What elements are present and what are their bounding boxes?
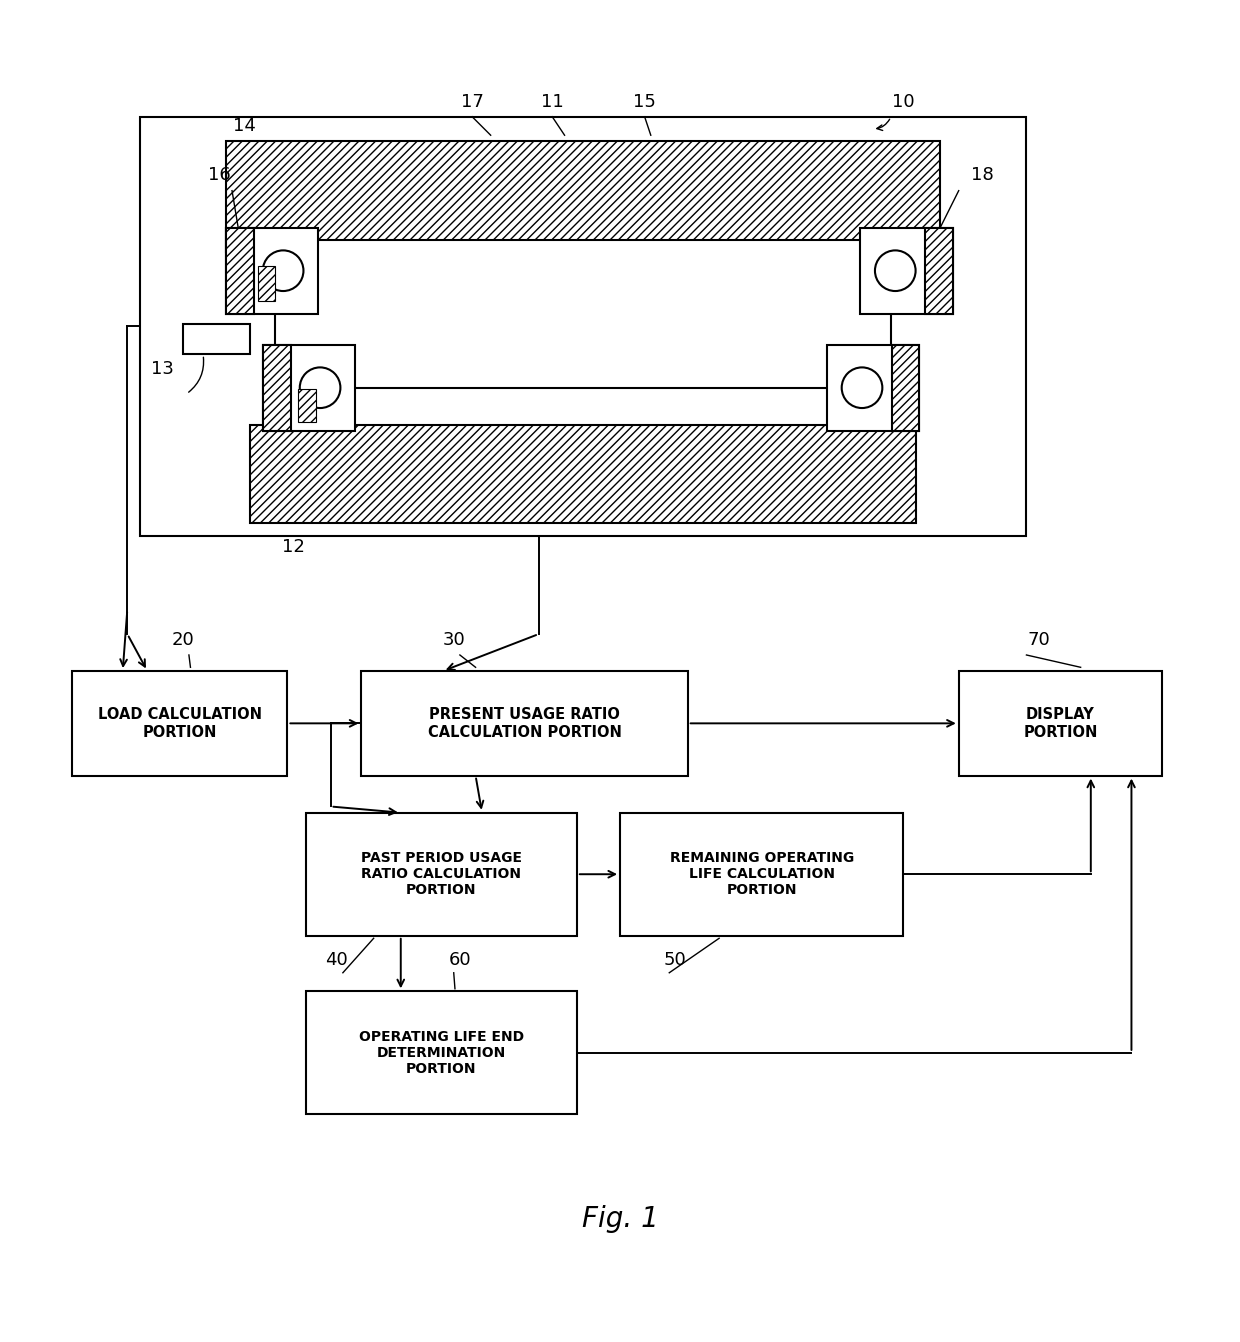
Bar: [182, 323, 250, 354]
Text: 13: 13: [151, 360, 174, 378]
Text: 17: 17: [461, 93, 484, 110]
Bar: [959, 671, 1162, 776]
Text: 16: 16: [208, 166, 231, 184]
Bar: [226, 141, 940, 252]
Bar: [361, 671, 688, 776]
Text: REMAINING OPERATING
LIFE CALCULATION
PORTION: REMAINING OPERATING LIFE CALCULATION POR…: [670, 851, 854, 898]
Bar: [226, 228, 253, 314]
Text: OPERATING LIFE END
DETERMINATION
PORTION: OPERATING LIFE END DETERMINATION PORTION: [358, 1029, 525, 1076]
Text: PRESENT USAGE RATIO
CALCULATION PORTION: PRESENT USAGE RATIO CALCULATION PORTION: [428, 707, 621, 739]
Text: 20: 20: [171, 631, 195, 648]
Text: Fig. 1: Fig. 1: [582, 1205, 658, 1233]
Bar: [226, 228, 319, 314]
Text: 18: 18: [971, 166, 993, 184]
Bar: [263, 345, 355, 431]
Bar: [892, 345, 919, 431]
Text: 12: 12: [283, 538, 305, 556]
Text: 10: 10: [892, 93, 915, 110]
Text: PAST PERIOD USAGE
RATIO CALCULATION
PORTION: PAST PERIOD USAGE RATIO CALCULATION PORT…: [361, 851, 522, 898]
Bar: [72, 671, 288, 776]
Bar: [861, 228, 952, 314]
Bar: [140, 117, 1027, 535]
Bar: [258, 267, 275, 301]
Bar: [827, 345, 919, 431]
Text: 50: 50: [665, 951, 687, 969]
Text: 60: 60: [449, 951, 471, 969]
Bar: [250, 424, 915, 523]
Text: 40: 40: [325, 951, 348, 969]
Bar: [306, 813, 577, 935]
Bar: [306, 992, 577, 1114]
Bar: [298, 389, 316, 423]
Text: 11: 11: [541, 93, 564, 110]
Bar: [263, 345, 290, 431]
Text: 14: 14: [233, 117, 255, 136]
Text: LOAD CALCULATION
PORTION: LOAD CALCULATION PORTION: [98, 707, 262, 739]
Bar: [275, 240, 892, 388]
Bar: [925, 228, 952, 314]
Text: DISPLAY
PORTION: DISPLAY PORTION: [1023, 707, 1097, 739]
Text: 15: 15: [634, 93, 656, 110]
Bar: [620, 813, 903, 935]
Text: 30: 30: [443, 631, 465, 648]
Text: 70: 70: [1028, 631, 1050, 648]
